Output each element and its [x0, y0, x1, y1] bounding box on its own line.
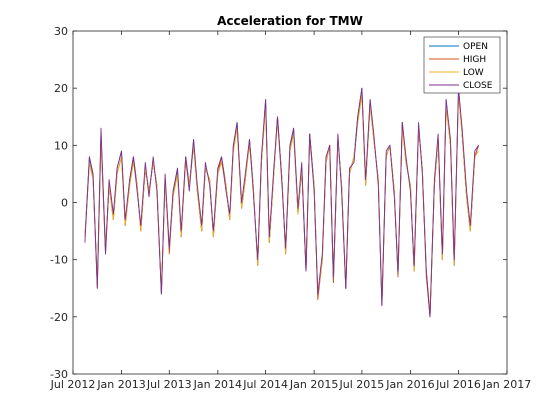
y-tick-label: -10	[50, 254, 68, 267]
legend-label-high: HIGH	[463, 55, 486, 65]
legend-label-low: LOW	[463, 68, 484, 78]
y-tick-label: 0	[61, 197, 68, 210]
legend-label-close: CLOSE	[463, 81, 493, 91]
chart-title: Acceleration for TMW	[217, 14, 363, 28]
x-tick-label: Jul 2013	[146, 378, 192, 391]
x-tick-label: Jan 2013	[96, 378, 145, 391]
x-tick-label: Jan 2015	[289, 378, 338, 391]
x-tick-label: Jan 2014	[193, 378, 242, 391]
y-tick-label: 10	[54, 139, 68, 152]
legend-label-open: OPEN	[463, 42, 488, 52]
y-tick-label: 20	[54, 82, 68, 95]
x-tick-label: Jan 2017	[482, 378, 531, 391]
legend: OPEN HIGH LOW CLOSE	[423, 36, 501, 94]
x-tick-label: Jan 2016	[385, 378, 434, 391]
x-tick-label: Jul 2016	[435, 378, 481, 391]
series-layer	[84, 87, 479, 318]
y-tick-label: -20	[50, 311, 68, 324]
y-axis: -30 -20 -10 0 10 20 30	[50, 25, 507, 381]
series-line-close	[84, 87, 479, 318]
x-tick-label: Jul 2012	[50, 378, 96, 391]
x-tick-label: Jul 2015	[339, 378, 385, 391]
y-tick-label: 30	[54, 25, 68, 38]
x-axis: Jul 2012 Jan 2013 Jul 2013 Jan 2014 Jul 2014…	[50, 31, 531, 391]
y-tick-label: -30	[50, 368, 68, 381]
x-tick-label: Jul 2014	[242, 378, 288, 391]
